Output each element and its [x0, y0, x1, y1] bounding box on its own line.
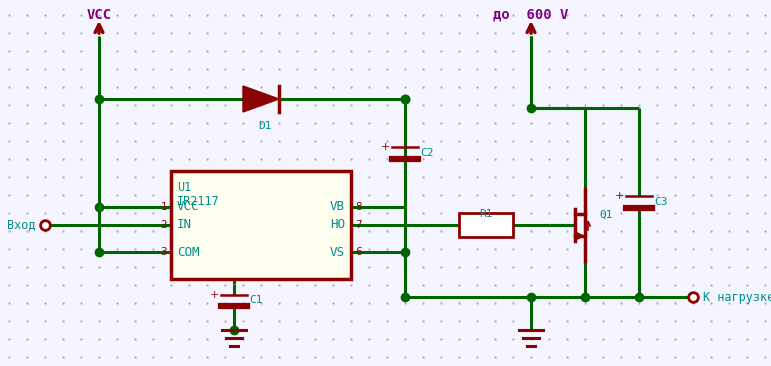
Text: 6: 6: [355, 247, 362, 257]
Text: C3: C3: [654, 197, 668, 207]
Text: HO: HO: [330, 219, 345, 232]
Polygon shape: [243, 86, 279, 112]
Text: R1: R1: [480, 209, 493, 219]
Text: C1: C1: [249, 295, 262, 305]
Text: U1: U1: [177, 181, 191, 194]
Text: +: +: [210, 290, 219, 300]
Text: D1: D1: [258, 121, 271, 131]
Text: 7: 7: [355, 220, 362, 230]
Text: 8: 8: [355, 202, 362, 212]
Text: К нагрузке: К нагрузке: [703, 291, 771, 303]
Text: VCC: VCC: [177, 201, 200, 213]
Text: IR2117: IR2117: [177, 195, 220, 208]
Bar: [459, 213, 513, 237]
Text: 2: 2: [160, 220, 167, 230]
Text: Вход: Вход: [8, 219, 36, 232]
Bar: [171, 171, 351, 279]
Text: VS: VS: [330, 246, 345, 258]
Text: 3: 3: [160, 247, 167, 257]
Text: IN: IN: [177, 219, 192, 232]
Text: до  600 V: до 600 V: [493, 8, 569, 22]
Text: C2: C2: [420, 148, 433, 158]
Text: +: +: [614, 191, 624, 201]
Text: 1: 1: [160, 202, 167, 212]
Text: Q1: Q1: [599, 210, 612, 220]
Text: +: +: [381, 142, 390, 152]
Text: COM: COM: [177, 246, 200, 258]
Text: VB: VB: [330, 201, 345, 213]
Text: VCC: VCC: [86, 8, 112, 22]
